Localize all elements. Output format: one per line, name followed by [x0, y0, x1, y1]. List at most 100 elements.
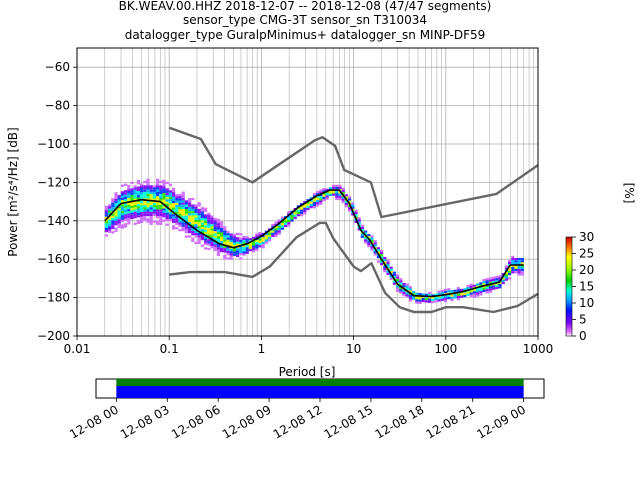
density-cell — [200, 231, 204, 234]
density-cell — [152, 202, 156, 206]
colorbar-tick-label: 10 — [579, 296, 594, 310]
density-cell — [396, 274, 400, 277]
density-cell — [114, 216, 118, 219]
density-cell — [306, 207, 310, 211]
density-cell — [172, 201, 176, 204]
density-cell — [197, 202, 201, 205]
density-cell — [232, 244, 236, 248]
density-cell — [172, 225, 176, 228]
density-cell — [143, 211, 147, 214]
density-cell — [488, 290, 492, 293]
density-cell — [277, 225, 281, 229]
density-cell — [124, 199, 128, 202]
density-cell — [415, 299, 419, 302]
density-cell — [140, 194, 144, 197]
density-cell — [479, 284, 483, 287]
density-cell — [216, 251, 220, 254]
density-cell — [284, 220, 288, 223]
timeline-tick-label: 12-08 15 — [322, 402, 376, 441]
density-cell — [143, 196, 147, 199]
density-cell — [322, 199, 326, 202]
density-cell — [175, 220, 179, 223]
density-cell — [261, 235, 265, 238]
density-cell — [181, 215, 185, 218]
density-cell — [152, 205, 156, 208]
density-cell — [303, 201, 307, 204]
density-cell — [277, 228, 281, 231]
density-cell — [114, 223, 118, 226]
density-cell — [175, 202, 179, 206]
x-tick-label: 0.1 — [160, 342, 179, 356]
density-cell — [351, 204, 355, 207]
density-cell — [108, 208, 112, 211]
density-cell — [504, 276, 508, 279]
density-cell — [472, 293, 476, 296]
density-cell — [501, 273, 505, 276]
density-cell — [482, 289, 486, 293]
density-cell — [216, 238, 220, 241]
density-cell — [191, 237, 195, 240]
density-cell — [188, 211, 192, 214]
density-cell — [159, 218, 163, 221]
density-cell — [341, 187, 345, 190]
density-cell — [341, 196, 345, 199]
density-cell — [514, 262, 518, 265]
density-cell — [117, 206, 121, 209]
density-cell — [325, 195, 329, 198]
density-cell — [498, 286, 502, 289]
density-cell — [220, 236, 224, 239]
density-cell — [130, 206, 134, 209]
timeline-tick-label: 12-08 09 — [220, 402, 274, 441]
density-cell — [191, 233, 195, 236]
density-cell — [300, 211, 304, 215]
density-cell — [172, 209, 176, 212]
density-cell — [146, 213, 150, 217]
density-cell — [136, 208, 140, 211]
colorbar-tick-label: 15 — [579, 280, 594, 294]
density-cell — [114, 212, 118, 215]
density-cell — [392, 276, 396, 279]
density-cell — [140, 187, 144, 191]
chart-title-line-1: BK.WEAV.00.HHZ 2018-12-07 -- 2018-12-08 … — [119, 0, 492, 13]
density-cell — [207, 214, 211, 218]
density-cell — [396, 285, 400, 288]
density-cell — [312, 201, 316, 204]
density-cell — [143, 185, 147, 188]
density-cell — [488, 286, 492, 289]
density-cell — [111, 226, 115, 230]
density-cell — [178, 193, 182, 197]
density-cell — [354, 214, 358, 217]
density-cell — [303, 209, 307, 213]
density-cell — [290, 219, 294, 222]
density-cell — [117, 221, 121, 224]
density-cell — [200, 235, 204, 238]
density-cell — [197, 224, 201, 227]
density-cell — [172, 190, 176, 193]
density-cell — [508, 262, 512, 265]
density-cell — [162, 186, 166, 189]
density-cell — [184, 213, 188, 216]
density-cell — [261, 237, 265, 240]
density-cell — [133, 185, 137, 188]
density-cell — [476, 294, 480, 297]
density-cell — [322, 194, 326, 197]
density-cell — [184, 226, 188, 229]
density-cell — [178, 213, 182, 216]
density-cell — [236, 237, 240, 240]
density-cell — [319, 198, 323, 201]
density-cell — [456, 295, 460, 299]
density-cell — [124, 212, 128, 215]
density-cell — [162, 195, 166, 198]
density-cell — [485, 289, 489, 292]
density-cell — [303, 212, 307, 215]
density-cell — [146, 202, 150, 206]
density-cell — [469, 285, 473, 289]
density-cell — [428, 296, 432, 299]
density-cell — [188, 217, 192, 220]
density-cell — [204, 236, 208, 239]
density-cell — [245, 236, 249, 239]
density-cell — [117, 197, 121, 200]
density-cell — [159, 220, 163, 223]
density-cell — [197, 211, 201, 214]
density-cell — [210, 244, 214, 247]
